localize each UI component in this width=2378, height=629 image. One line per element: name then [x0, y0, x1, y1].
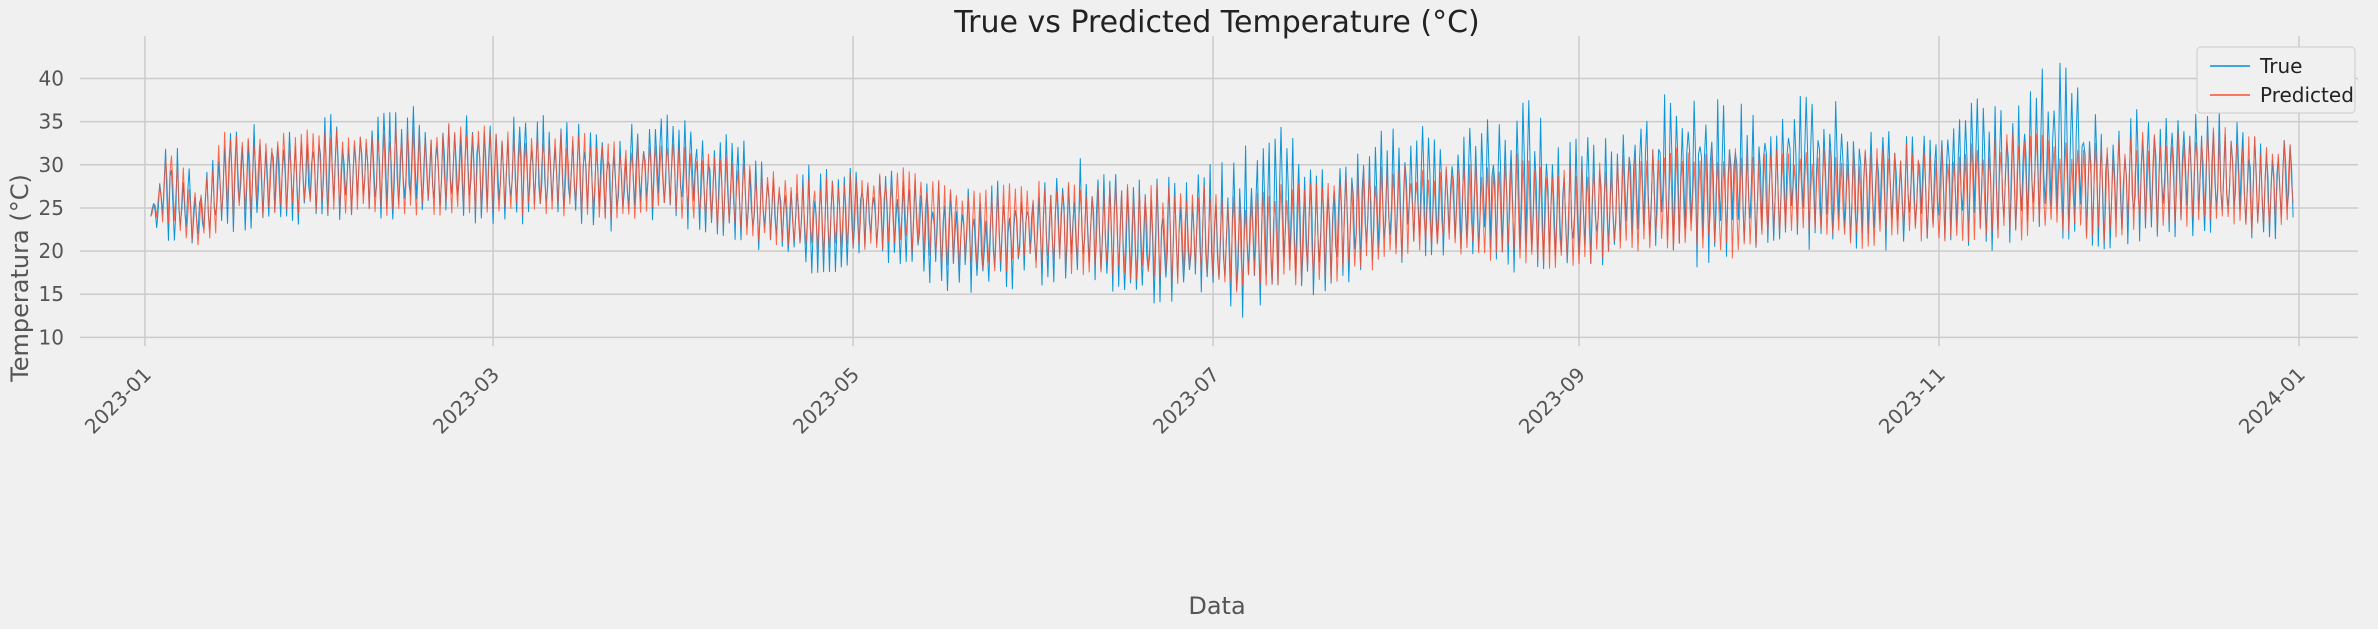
grid-lines [80, 36, 2358, 346]
y-tick-label: 30 [39, 153, 64, 177]
y-tick-labels: 10 15 20 25 30 35 40 [39, 67, 64, 350]
series-predicted [150, 122, 2294, 293]
chart-title: True vs Predicted Temperature (°C) [953, 5, 1479, 40]
y-tick-label: 20 [39, 239, 64, 263]
y-tick-label: 15 [39, 282, 64, 306]
legend-label-predicted: Predicted [2260, 83, 2354, 107]
series-line-predicted [150, 122, 2294, 293]
legend-label-true: True [2259, 54, 2302, 78]
legend-box [2196, 46, 2356, 114]
y-axis-label: Temperatura (°C) [6, 174, 34, 383]
y-tick-label: 35 [39, 110, 64, 134]
legend: True Predicted [2196, 46, 2356, 114]
y-tick-label: 40 [39, 67, 64, 91]
y-tick-label: 10 [39, 325, 64, 349]
y-tick-label: 25 [39, 196, 64, 220]
x-axis-label: Data [1188, 592, 1245, 620]
